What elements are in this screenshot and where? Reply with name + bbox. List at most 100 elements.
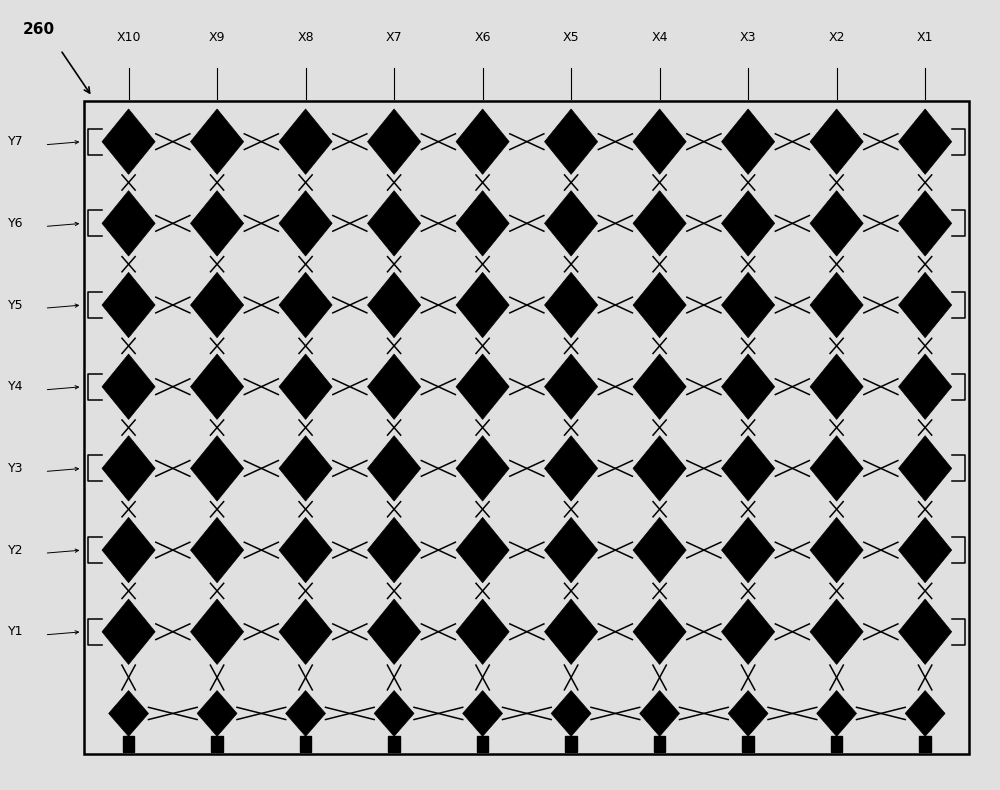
- Polygon shape: [279, 190, 332, 256]
- Polygon shape: [633, 599, 686, 664]
- Polygon shape: [456, 354, 509, 419]
- Polygon shape: [722, 109, 775, 175]
- Polygon shape: [191, 436, 244, 501]
- Polygon shape: [810, 273, 863, 337]
- Polygon shape: [463, 690, 503, 736]
- Polygon shape: [102, 190, 155, 256]
- Polygon shape: [545, 273, 598, 337]
- Bar: [84, 101, 969, 754]
- Polygon shape: [102, 599, 155, 664]
- Polygon shape: [722, 354, 775, 419]
- Polygon shape: [191, 190, 244, 256]
- Polygon shape: [899, 190, 952, 256]
- Polygon shape: [810, 109, 863, 175]
- Polygon shape: [374, 690, 414, 736]
- Polygon shape: [456, 517, 509, 583]
- Polygon shape: [722, 273, 775, 337]
- Polygon shape: [109, 690, 148, 736]
- Polygon shape: [368, 599, 421, 664]
- Polygon shape: [810, 190, 863, 256]
- Polygon shape: [279, 599, 332, 664]
- Polygon shape: [102, 517, 155, 583]
- Polygon shape: [300, 736, 311, 752]
- Polygon shape: [456, 190, 509, 256]
- Text: X4: X4: [651, 32, 668, 44]
- Polygon shape: [456, 436, 509, 501]
- Polygon shape: [899, 109, 952, 175]
- Polygon shape: [810, 354, 863, 419]
- Text: X1: X1: [917, 32, 933, 44]
- Polygon shape: [722, 599, 775, 664]
- Polygon shape: [545, 354, 598, 419]
- Polygon shape: [191, 273, 244, 337]
- Polygon shape: [456, 273, 509, 337]
- Polygon shape: [633, 190, 686, 256]
- Text: X5: X5: [563, 32, 579, 44]
- Polygon shape: [817, 690, 857, 736]
- Polygon shape: [722, 436, 775, 501]
- Polygon shape: [368, 354, 421, 419]
- Polygon shape: [551, 690, 591, 736]
- Polygon shape: [728, 690, 768, 736]
- Polygon shape: [633, 109, 686, 175]
- Polygon shape: [368, 190, 421, 256]
- Polygon shape: [633, 436, 686, 501]
- Text: X8: X8: [297, 32, 314, 44]
- Text: Y3: Y3: [8, 462, 23, 475]
- Polygon shape: [102, 109, 155, 175]
- Polygon shape: [191, 109, 244, 175]
- Polygon shape: [279, 436, 332, 501]
- Polygon shape: [102, 273, 155, 337]
- Polygon shape: [633, 517, 686, 583]
- Polygon shape: [919, 736, 931, 752]
- Text: X7: X7: [386, 32, 402, 44]
- Polygon shape: [191, 354, 244, 419]
- Polygon shape: [905, 690, 945, 736]
- Text: Y4: Y4: [8, 380, 23, 393]
- Polygon shape: [102, 354, 155, 419]
- Polygon shape: [545, 599, 598, 664]
- Polygon shape: [388, 736, 400, 752]
- Polygon shape: [279, 109, 332, 175]
- Polygon shape: [899, 354, 952, 419]
- Polygon shape: [477, 736, 488, 752]
- Polygon shape: [654, 736, 665, 752]
- Polygon shape: [279, 273, 332, 337]
- Polygon shape: [831, 736, 842, 752]
- Polygon shape: [279, 517, 332, 583]
- Polygon shape: [123, 736, 134, 752]
- Polygon shape: [545, 190, 598, 256]
- Text: 260: 260: [23, 22, 55, 37]
- Polygon shape: [197, 690, 237, 736]
- Text: Y6: Y6: [8, 216, 23, 230]
- Polygon shape: [810, 599, 863, 664]
- Text: Y5: Y5: [8, 299, 23, 311]
- Polygon shape: [545, 517, 598, 583]
- Polygon shape: [368, 517, 421, 583]
- Polygon shape: [211, 736, 223, 752]
- Polygon shape: [279, 354, 332, 419]
- Polygon shape: [722, 517, 775, 583]
- Text: X10: X10: [116, 32, 141, 44]
- Text: X2: X2: [828, 32, 845, 44]
- Text: Y1: Y1: [8, 625, 23, 638]
- Polygon shape: [368, 109, 421, 175]
- Polygon shape: [899, 436, 952, 501]
- Text: Y2: Y2: [8, 544, 23, 557]
- Text: X3: X3: [740, 32, 756, 44]
- Polygon shape: [810, 517, 863, 583]
- Text: X6: X6: [474, 32, 491, 44]
- Polygon shape: [899, 517, 952, 583]
- Polygon shape: [545, 436, 598, 501]
- Polygon shape: [368, 436, 421, 501]
- Polygon shape: [565, 736, 577, 752]
- Polygon shape: [191, 599, 244, 664]
- Polygon shape: [545, 109, 598, 175]
- Polygon shape: [810, 436, 863, 501]
- Polygon shape: [368, 273, 421, 337]
- Polygon shape: [899, 273, 952, 337]
- Polygon shape: [191, 517, 244, 583]
- Polygon shape: [286, 690, 325, 736]
- Polygon shape: [633, 354, 686, 419]
- Polygon shape: [633, 273, 686, 337]
